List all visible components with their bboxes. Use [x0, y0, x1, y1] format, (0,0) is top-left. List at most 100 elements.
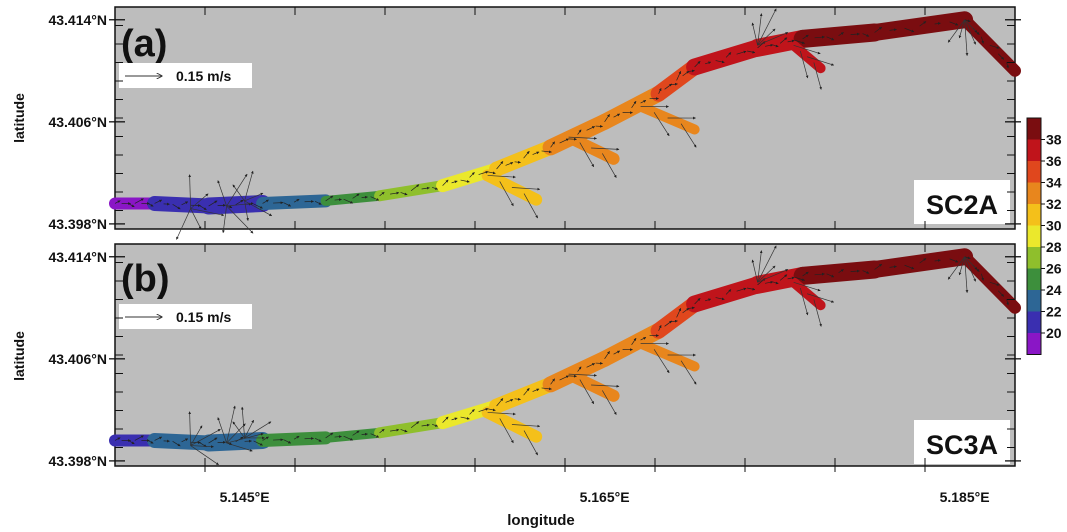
colorbar-tick-label: 26: [1046, 261, 1062, 277]
velocity-vector: [889, 28, 897, 32]
velocity-vector: [235, 199, 244, 206]
velocity-vector: [514, 397, 521, 401]
velocity-vector: [964, 256, 971, 260]
velocity-vector: [226, 405, 236, 444]
velocity-vector: [949, 21, 959, 26]
velocity-vector: [981, 36, 984, 44]
velocity-vector: [688, 69, 695, 73]
velocity-vector: [325, 195, 334, 202]
velocity-vector: [919, 21, 927, 27]
velocity-vector: [747, 287, 756, 291]
velocity-vectors-b: [114, 245, 1009, 466]
velocity-vector: [989, 281, 1000, 286]
colorbar-segment: [1027, 268, 1041, 291]
x-tick-label: 5.185°E: [940, 489, 990, 505]
velocity-vector: [226, 423, 246, 444]
velocity-vector: [964, 256, 969, 293]
velocity-vector: [736, 50, 747, 55]
velocity-vector: [964, 256, 976, 282]
velocity-vector: [410, 421, 420, 429]
velocity-vector: [208, 200, 218, 207]
velocity-vector: [757, 8, 777, 46]
velocity-vector: [676, 71, 682, 81]
velocity-vector: [190, 208, 202, 230]
velocity-vector: [826, 36, 835, 41]
velocity-vector: [262, 199, 269, 204]
velocity-vector: [421, 423, 430, 427]
colorbar-tick-label: 28: [1046, 239, 1062, 255]
velocity-vector: [176, 208, 191, 240]
velocity-vector: [779, 274, 788, 281]
velocity-vector: [934, 22, 941, 25]
velocity-vector: [128, 440, 135, 445]
velocity-vector: [114, 200, 121, 204]
velocity-vector: [469, 172, 475, 178]
velocity-vector: [579, 379, 595, 405]
velocity-vector: [226, 205, 254, 234]
velocity-vector: [680, 360, 697, 385]
velocity-vector: [226, 202, 254, 207]
velocity-vector: [487, 171, 496, 175]
velocity-vector: [793, 281, 821, 292]
velocity-vector: [523, 193, 538, 219]
velocity-vector: [613, 350, 621, 355]
velocity-vector: [532, 388, 540, 392]
velocity-vector: [658, 88, 662, 94]
colorbar-segment: [1027, 161, 1041, 183]
velocity-vector: [181, 438, 189, 443]
velocity-vector: [262, 436, 269, 441]
velocity-vector: [232, 421, 245, 439]
velocity-vector: [442, 416, 449, 423]
scenario-label-a: SC2A: [926, 190, 998, 220]
velocity-vector: [559, 375, 569, 381]
velocity-vector: [613, 113, 621, 118]
velocity-vector: [997, 53, 1005, 60]
velocity-vector: [757, 32, 789, 46]
colorbar: 38 36 34 32 30 28 26 24 22 20: [1026, 117, 1062, 355]
x-tick-label: 5.145°E: [220, 489, 270, 505]
velocity-vector: [981, 273, 984, 281]
velocity-vector: [421, 186, 430, 190]
velocity-vector: [232, 184, 245, 202]
velocity-vector: [715, 60, 725, 64]
velocity-vector: [361, 432, 368, 436]
velocity-vector: [577, 129, 582, 135]
velocity-vectors-a: [114, 8, 1009, 240]
velocity-vector: [400, 429, 408, 433]
velocity-vector: [757, 269, 789, 283]
velocity-vector: [559, 138, 569, 144]
velocity-vector: [325, 432, 334, 439]
colorbar-segment: [1027, 182, 1041, 205]
velocity-vector: [904, 264, 915, 270]
velocity-vector: [793, 44, 821, 55]
velocity-vector: [253, 203, 263, 209]
velocity-vector: [134, 435, 144, 441]
velocity-vector: [989, 44, 1000, 49]
velocity-vector: [293, 198, 300, 203]
velocity-vector: [889, 265, 897, 269]
velocity-vector: [964, 19, 976, 45]
colorbar-segment: [1027, 290, 1041, 312]
velocity-vector: [314, 438, 322, 442]
velocity-vector: [682, 70, 690, 77]
scenario-box-b: [914, 420, 1010, 464]
velocity-vector: [505, 162, 514, 166]
scenario-box-a: [914, 180, 1010, 224]
velocity-vector: [283, 439, 292, 444]
y-tick-label: 43.414°N: [48, 249, 107, 265]
velocity-vector: [400, 192, 408, 196]
velocity-vector: [813, 299, 822, 327]
velocity-vector: [410, 184, 420, 192]
velocity-vector: [631, 100, 637, 108]
colorbar-segment: [1027, 225, 1041, 248]
velocity-vector: [370, 433, 380, 438]
velocity-vector: [352, 430, 360, 436]
velocity-vector: [217, 417, 227, 444]
velocity-vector: [253, 440, 263, 446]
colorbar-tick-label: 22: [1046, 304, 1062, 320]
colorbar-segment: [1027, 118, 1041, 140]
velocity-vector: [688, 306, 695, 310]
velocity-vector: [653, 349, 670, 374]
velocity-vector: [964, 19, 971, 23]
